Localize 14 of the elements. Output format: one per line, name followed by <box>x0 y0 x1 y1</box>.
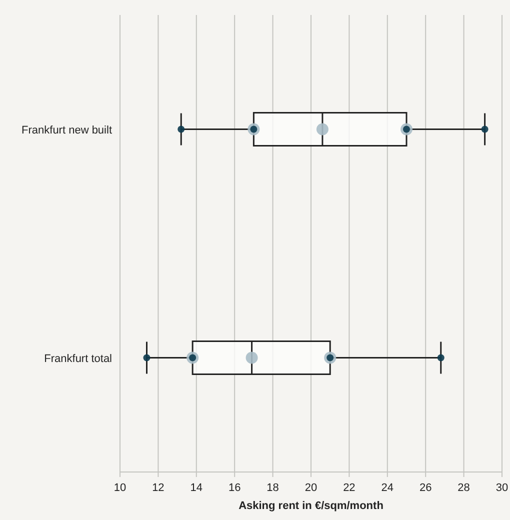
x-tick-label: 30 <box>496 482 508 494</box>
x-tick-label: 20 <box>304 482 318 494</box>
y-tick-label: Frankfurt total <box>44 352 112 365</box>
x-tick-label: 14 <box>190 482 203 494</box>
x-tick-label: 10 <box>114 482 126 494</box>
x-tick-label: 26 <box>419 482 432 494</box>
x-axis-title: Asking rent in €/sqm/month <box>238 500 384 512</box>
x-tick-label: 24 <box>381 482 394 494</box>
x-tick-label: 12 <box>152 482 164 494</box>
x-tick-label: 22 <box>343 482 356 494</box>
x-tick-label: 18 <box>266 482 279 494</box>
y-tick-label: Frankfurt new built <box>22 124 112 136</box>
x-tick-label: 16 <box>228 482 241 494</box>
x-tick-label: 28 <box>458 482 470 494</box>
